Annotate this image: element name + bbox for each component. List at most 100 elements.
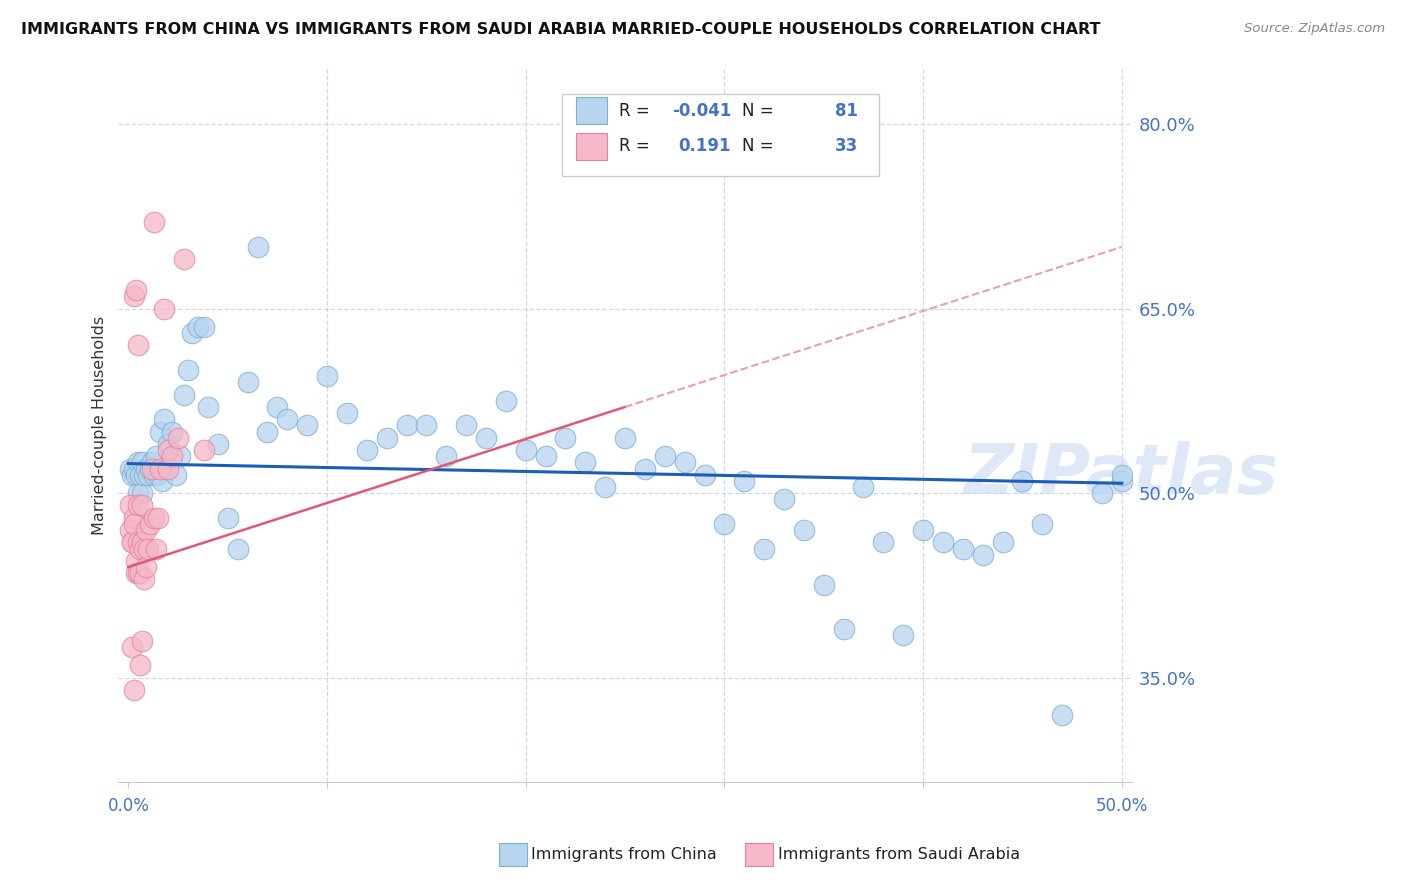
Point [773,492,796,507]
Point [148,510,170,524]
Point [141,461,163,475]
Point [673,455,696,469]
Point [169,449,191,463]
Point [134,541,156,556]
Point [991,535,1014,549]
Point [173,252,195,267]
Point [134,572,156,586]
Text: IMMIGRANTS FROM CHINA VS IMMIGRANTS FROM SAUDI ARABIA MARRIED-COUPLE HOUSEHOLDS : IMMIGRANTS FROM CHINA VS IMMIGRANTS FROM… [21,22,1101,37]
Point [316,369,339,384]
Point [125,283,148,297]
Text: Immigrants from Saudi Arabia: Immigrants from Saudi Arabia [778,847,1019,862]
Point [534,449,557,463]
Point [160,425,183,439]
Point [256,425,278,439]
Point [1091,486,1114,500]
Point [614,431,637,445]
Point [574,455,596,469]
Point [246,240,269,254]
Point [193,443,215,458]
Text: 0.191: 0.191 [679,137,731,155]
Text: 81: 81 [835,102,858,120]
Point [356,443,378,458]
Point [160,449,183,463]
Text: -0.041: -0.041 [672,102,731,120]
Text: 33: 33 [834,137,858,155]
Point [173,387,195,401]
Point [1111,467,1133,482]
Point [434,449,457,463]
Point [375,431,398,445]
Point [127,455,149,469]
Text: N =: N = [742,102,779,120]
Point [752,541,775,556]
Point [135,560,157,574]
Point [193,320,215,334]
Point [121,535,143,549]
Point [733,474,755,488]
Point [852,480,875,494]
Point [149,425,172,439]
Point [165,467,187,482]
Point [157,461,180,475]
Point [131,486,153,500]
Point [124,683,146,698]
Point [121,467,143,482]
Text: N =: N = [742,137,779,155]
Point [693,467,716,482]
Point [135,523,157,537]
Point [139,516,162,531]
Point [136,467,159,482]
Point [143,215,166,229]
Point [475,431,498,445]
Text: 50.0%: 50.0% [1095,797,1147,815]
Point [153,301,176,316]
Point [127,499,149,513]
Point [131,633,153,648]
Point [813,578,835,592]
Point [120,461,142,475]
Point [395,418,418,433]
Point [121,535,143,549]
Point [1031,516,1053,531]
Point [127,535,149,549]
Point [495,393,517,408]
Point [295,418,318,433]
Point [141,455,163,469]
Point [124,461,146,475]
Point [125,566,148,581]
Point [554,431,576,445]
Text: 0.0%: 0.0% [107,797,149,815]
Point [129,467,152,482]
Point [952,541,974,556]
Point [121,640,143,654]
Point [124,510,146,524]
Point [143,467,166,482]
Point [654,449,676,463]
Point [150,474,173,488]
Point [1111,474,1133,488]
Text: R =: R = [619,102,655,120]
Point [125,554,148,568]
Point [207,437,229,451]
Point [131,535,153,549]
Point [236,376,259,390]
Point [157,443,180,458]
Point [593,480,616,494]
Point [120,499,142,513]
Point [336,406,359,420]
Point [127,566,149,581]
Point [139,461,162,475]
Point [713,516,735,531]
Point [832,622,855,636]
Point [793,523,815,537]
Point [415,418,437,433]
Text: R =: R = [619,137,655,155]
Point [1011,474,1033,488]
Point [634,461,657,475]
Point [515,443,537,458]
Text: Immigrants from China: Immigrants from China [531,847,717,862]
Text: ZIPatlas: ZIPatlas [965,442,1279,508]
Point [127,338,149,352]
Point [120,523,142,537]
